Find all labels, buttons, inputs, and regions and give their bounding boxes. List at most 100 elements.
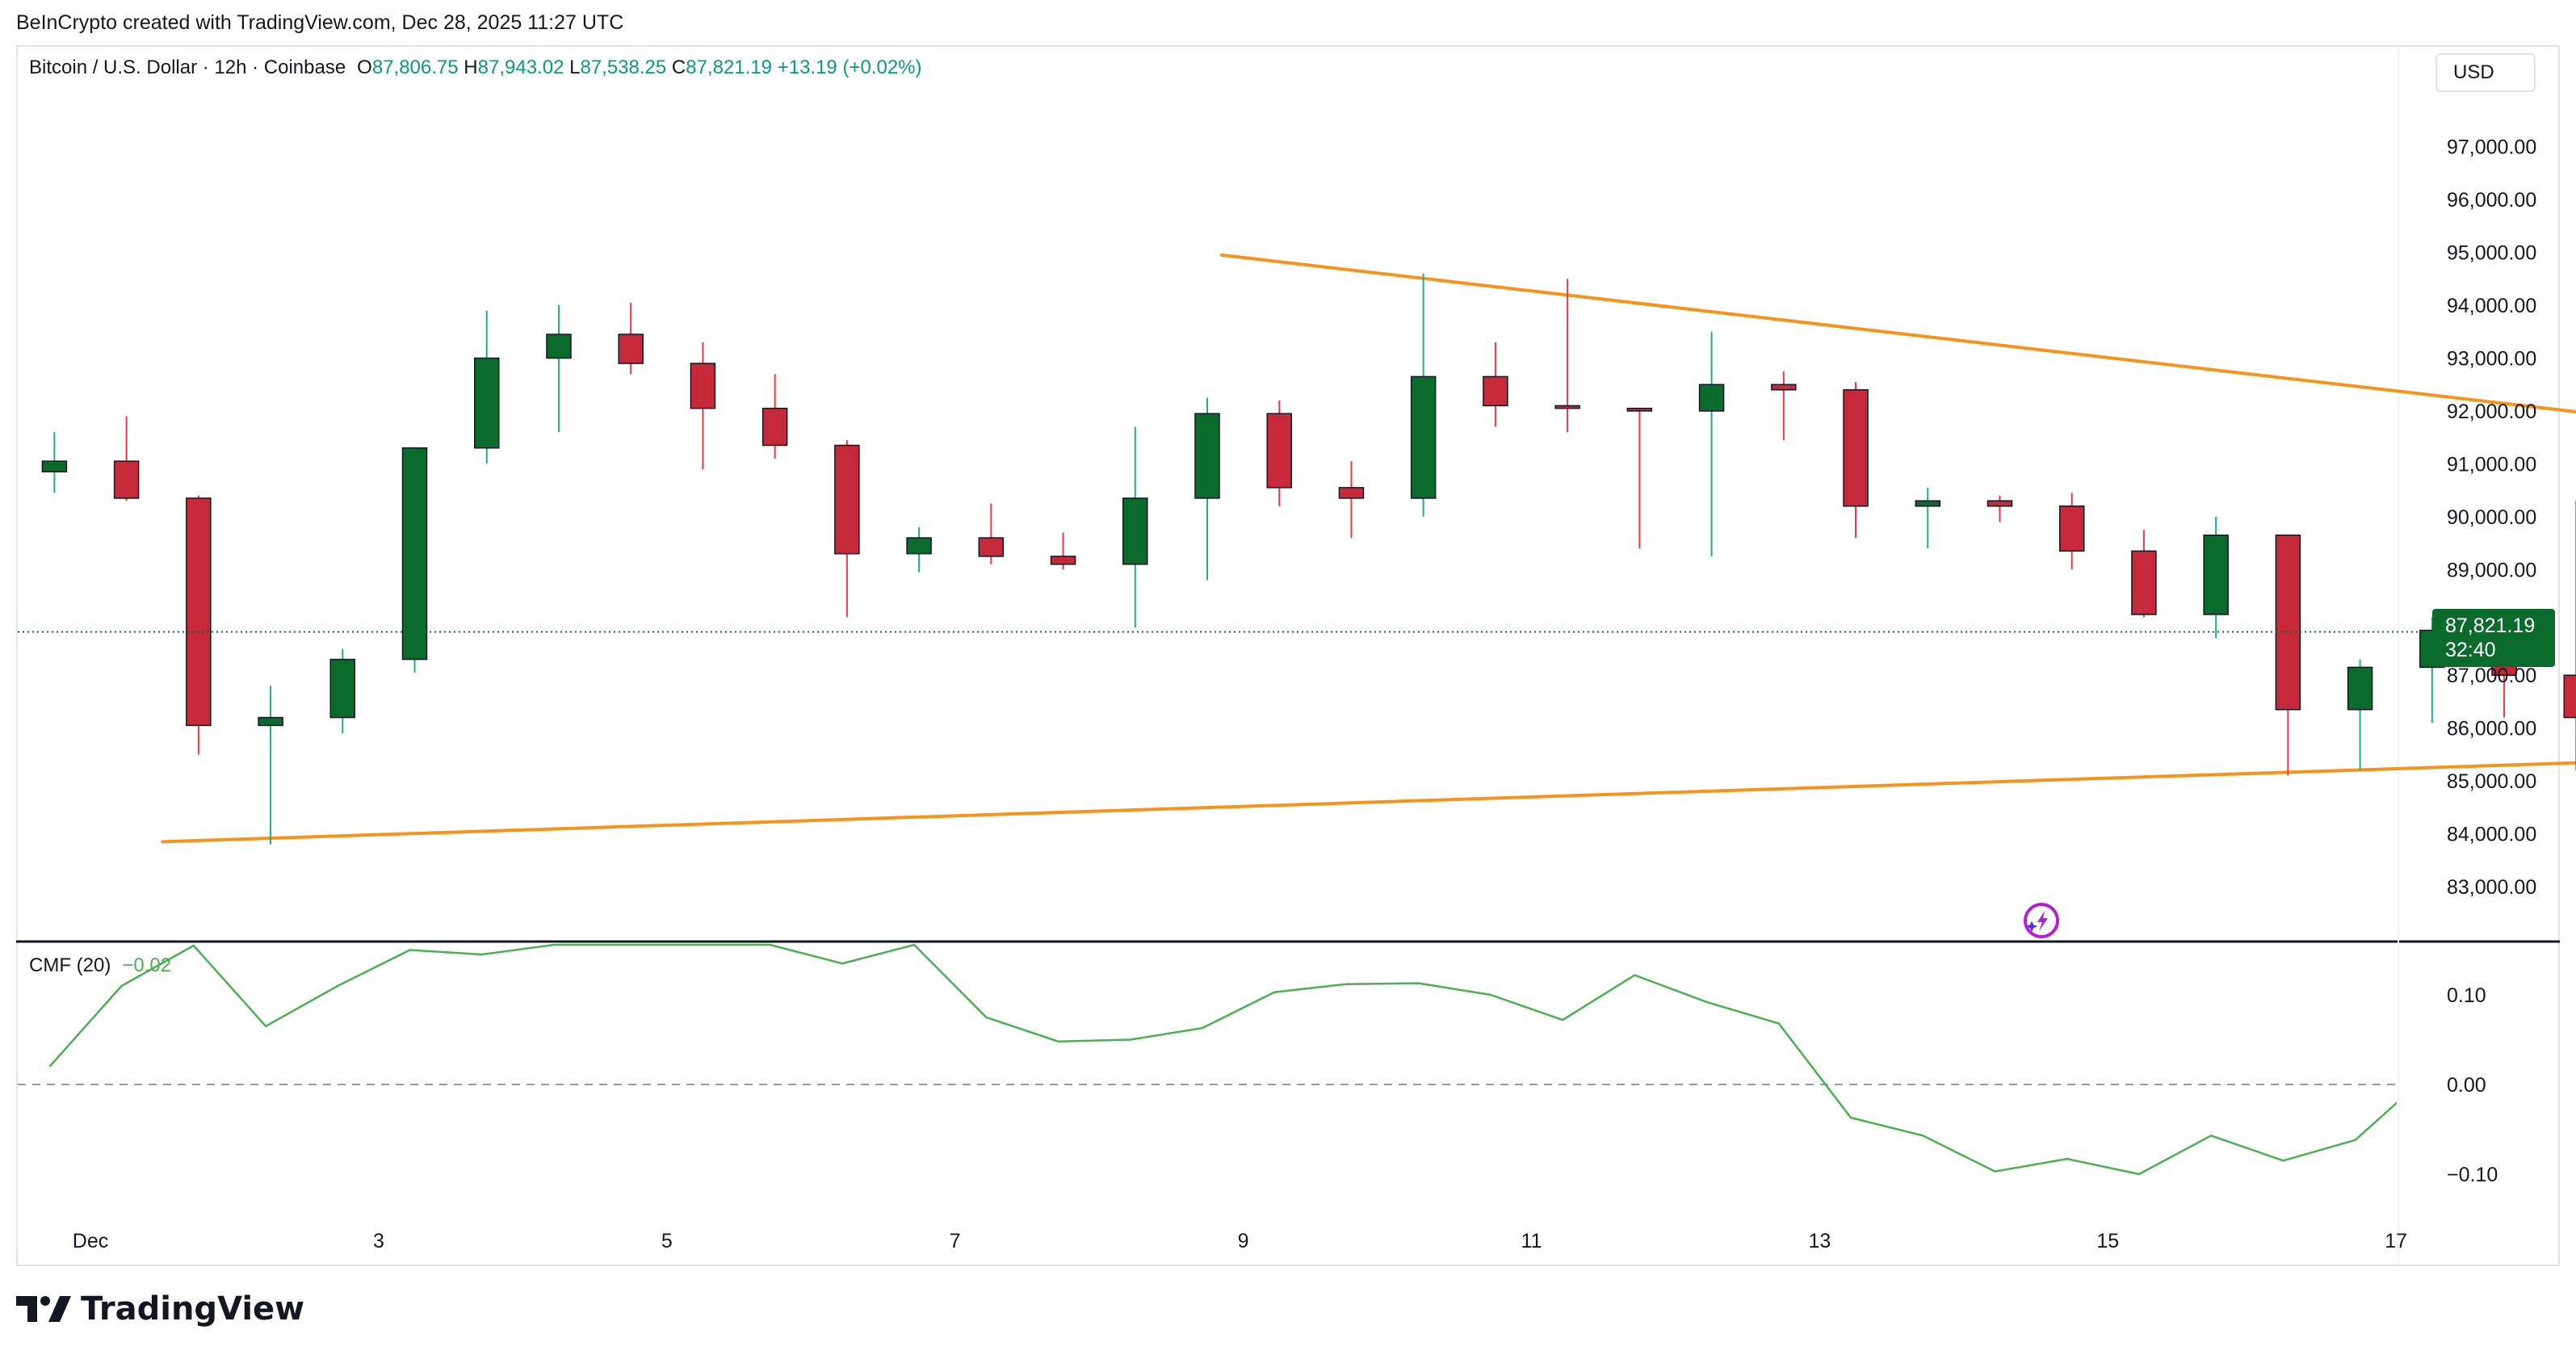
time-tick-label: 7 [950, 1230, 961, 1252]
price-tick-label: 90,000.00 [2447, 506, 2536, 529]
time-tick-label: 15 [2096, 1230, 2119, 1252]
last-price-tag: 87,821.19 32:40 [2432, 609, 2555, 667]
candle-body [1843, 389, 1869, 507]
candle-body [113, 460, 140, 499]
price-tick-label: 94,000.00 [2447, 295, 2536, 317]
price-tick-label: 93,000.00 [2447, 348, 2536, 371]
candle-body [186, 497, 212, 727]
candle-up [258, 686, 283, 845]
candle-up [329, 648, 356, 734]
chart-caption: BeInCrypto created with TradingView.com,… [16, 11, 624, 34]
last-price-value: 87,821.19 [2445, 615, 2536, 637]
candle-body [1266, 413, 1292, 489]
candle-body [690, 363, 716, 409]
candle-body [1554, 405, 1580, 409]
time-tick-label: 9 [1238, 1230, 1249, 1252]
price-tick-label: 92,000.00 [2447, 401, 2536, 423]
sparkle-badge-icon[interactable] [2024, 903, 2059, 938]
candle-body [41, 460, 68, 472]
candle-up [1194, 397, 1220, 581]
candle-body [1194, 413, 1220, 499]
candle-down [1626, 407, 1653, 549]
cmf-legend: CMF (20) −0.02 [29, 954, 171, 977]
candle-body [2058, 506, 2085, 552]
cmf-label: CMF (20) [29, 954, 111, 976]
candle-down [978, 503, 1005, 564]
price-tick-label: 86,000.00 [2447, 718, 2536, 740]
low-label: L [569, 57, 581, 78]
price-tick-label: 84,000.00 [2447, 824, 2536, 846]
low-value: 87,538.25 [580, 57, 667, 78]
candle-up [473, 310, 500, 464]
candle-down [1338, 461, 1365, 539]
cmf-value: −0.02 [122, 954, 172, 976]
cmf-line [48, 943, 2397, 1176]
close-value: 87,821.19 [686, 57, 773, 78]
symbol-legend: Bitcoin / U.S. Dollar · 12h · Coinbase O8… [29, 57, 922, 79]
candle-body [1987, 500, 2013, 507]
cmf-pane [18, 943, 2397, 1176]
candle-body [258, 716, 283, 727]
candle-down [1266, 400, 1292, 506]
candle-down [1050, 532, 1076, 570]
candle-down [834, 439, 860, 618]
price-tick-label: 91,000.00 [2447, 453, 2536, 476]
candle-body [2563, 674, 2576, 719]
cmf-axis: 0.10 0.00 −0.10 [2447, 984, 2498, 1186]
candle-body [1410, 375, 1437, 499]
candle-down [2275, 535, 2301, 776]
high-value: 87,943.02 [477, 57, 564, 78]
candle-body [329, 658, 356, 719]
candle-body [761, 407, 788, 447]
candle-up [2203, 516, 2229, 639]
candle-body [906, 537, 932, 555]
currency-label: USD [2453, 61, 2494, 83]
candle-down [2131, 530, 2157, 618]
candle-body [1698, 384, 1725, 412]
candle-up [1410, 273, 1437, 517]
lower-support-trendline [161, 761, 2576, 844]
price-tick-label: 97,000.00 [2447, 136, 2536, 159]
price-tick-label: 96,000.00 [2447, 189, 2536, 212]
candle-down [2058, 493, 2085, 570]
candle-body [2275, 535, 2301, 711]
price-tick-label: 95,000.00 [2447, 242, 2536, 265]
symbol-name: Bitcoin / U.S. Dollar · 12h · Coinbase [29, 57, 346, 78]
price-tick-label: 83,000.00 [2447, 876, 2536, 899]
candle-body [1915, 500, 1940, 507]
time-axis: Dec3579111315171921232527292026 [73, 1230, 2407, 1252]
candle-body [401, 447, 428, 661]
price-axis: 83,000.00 84,000.00 85,000.00 86,000.00 87,0… [2447, 136, 2536, 899]
candle-down [690, 342, 716, 469]
time-tick-label: Dec [73, 1230, 108, 1252]
trendlines [161, 253, 2576, 844]
candle-up [1915, 487, 1940, 549]
currency-button[interactable]: USD [2435, 53, 2536, 92]
time-tick-label: 11 [1521, 1230, 1542, 1252]
time-tick-label: 5 [661, 1230, 673, 1252]
candle-down [1483, 342, 1508, 427]
candle-down [618, 302, 644, 375]
candle-up [2347, 659, 2373, 771]
candle-down [2563, 501, 2576, 771]
tradingview-logo[interactable]: TradingView [16, 1290, 304, 1328]
cmf-tick-label: 0.10 [2447, 984, 2486, 1007]
price-tick-label: 85,000.00 [2447, 770, 2536, 793]
candle-body [2131, 550, 2157, 615]
time-tick-label: 13 [1808, 1230, 1831, 1252]
close-label: C [671, 57, 686, 78]
candle-down [1771, 371, 1797, 440]
price-tick-label: 89,000.00 [2447, 559, 2536, 581]
candles [41, 273, 2576, 845]
candle-body [1050, 556, 1076, 565]
candle-up [1122, 426, 1148, 628]
candle-body [2347, 666, 2373, 711]
grid [16, 47, 2560, 1263]
candle-body [618, 334, 644, 364]
candle-down [113, 416, 140, 501]
candle-up [1698, 331, 1725, 556]
candle-up [41, 432, 68, 493]
candle-down [1987, 495, 2013, 522]
bar-countdown: 32:40 [2445, 639, 2496, 661]
